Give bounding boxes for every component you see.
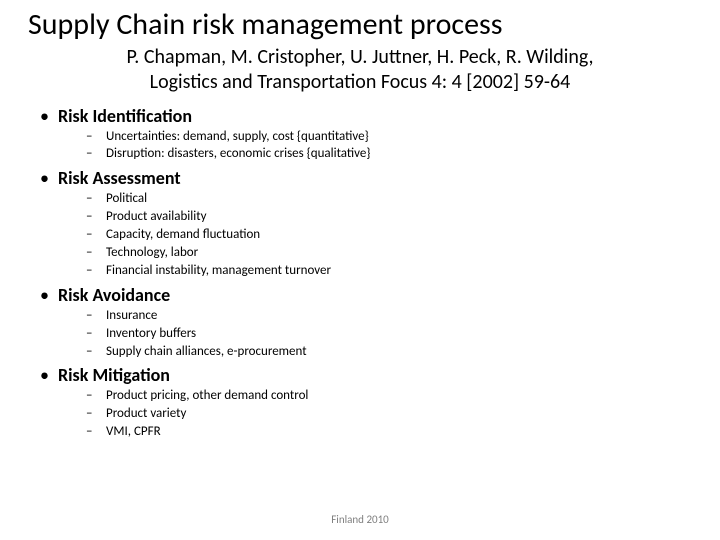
- subtitle-line2: Logistics and Transportation Focus 4: 4 …: [150, 70, 571, 94]
- section-heading: Risk Mitigation: [36, 364, 692, 386]
- slide-container: Supply Chain risk management process P. …: [0, 0, 720, 441]
- section-heading: Risk Assessment: [36, 167, 692, 189]
- subtitle-line1: P. Chapman, M. Cristopher, U. Juttner, H…: [126, 45, 593, 69]
- bullet-item: Supply chain alliances, e-procurement: [36, 344, 692, 361]
- section-heading: Risk Avoidance: [36, 284, 692, 306]
- bullet-item: Product pricing, other demand control: [36, 388, 692, 405]
- bullet-item: Technology, labor: [36, 245, 692, 262]
- bullet-item: Political: [36, 191, 692, 208]
- slide-title: Supply Chain risk management process: [28, 8, 692, 43]
- bullet-item: VMI, CPFR: [36, 424, 692, 441]
- bullet-item: Product availability: [36, 209, 692, 226]
- bullet-item: Capacity, demand fluctuation: [36, 227, 692, 244]
- content-section: Risk Identification Uncertainties: deman…: [36, 105, 692, 442]
- bullet-item: Product variety: [36, 406, 692, 423]
- slide-subtitle: P. Chapman, M. Cristopher, U. Juttner, H…: [58, 45, 662, 95]
- section-heading: Risk Identification: [36, 105, 692, 127]
- bullet-item: Financial instability, management turnov…: [36, 263, 692, 280]
- bullet-item: Uncertainties: demand, supply, cost {qua…: [36, 129, 692, 146]
- slide-footer: Finland 2010: [0, 513, 720, 526]
- bullet-item: Inventory buffers: [36, 326, 692, 343]
- bullet-item: Disruption: disasters, economic crises {…: [36, 146, 692, 163]
- bullet-item: Insurance: [36, 308, 692, 325]
